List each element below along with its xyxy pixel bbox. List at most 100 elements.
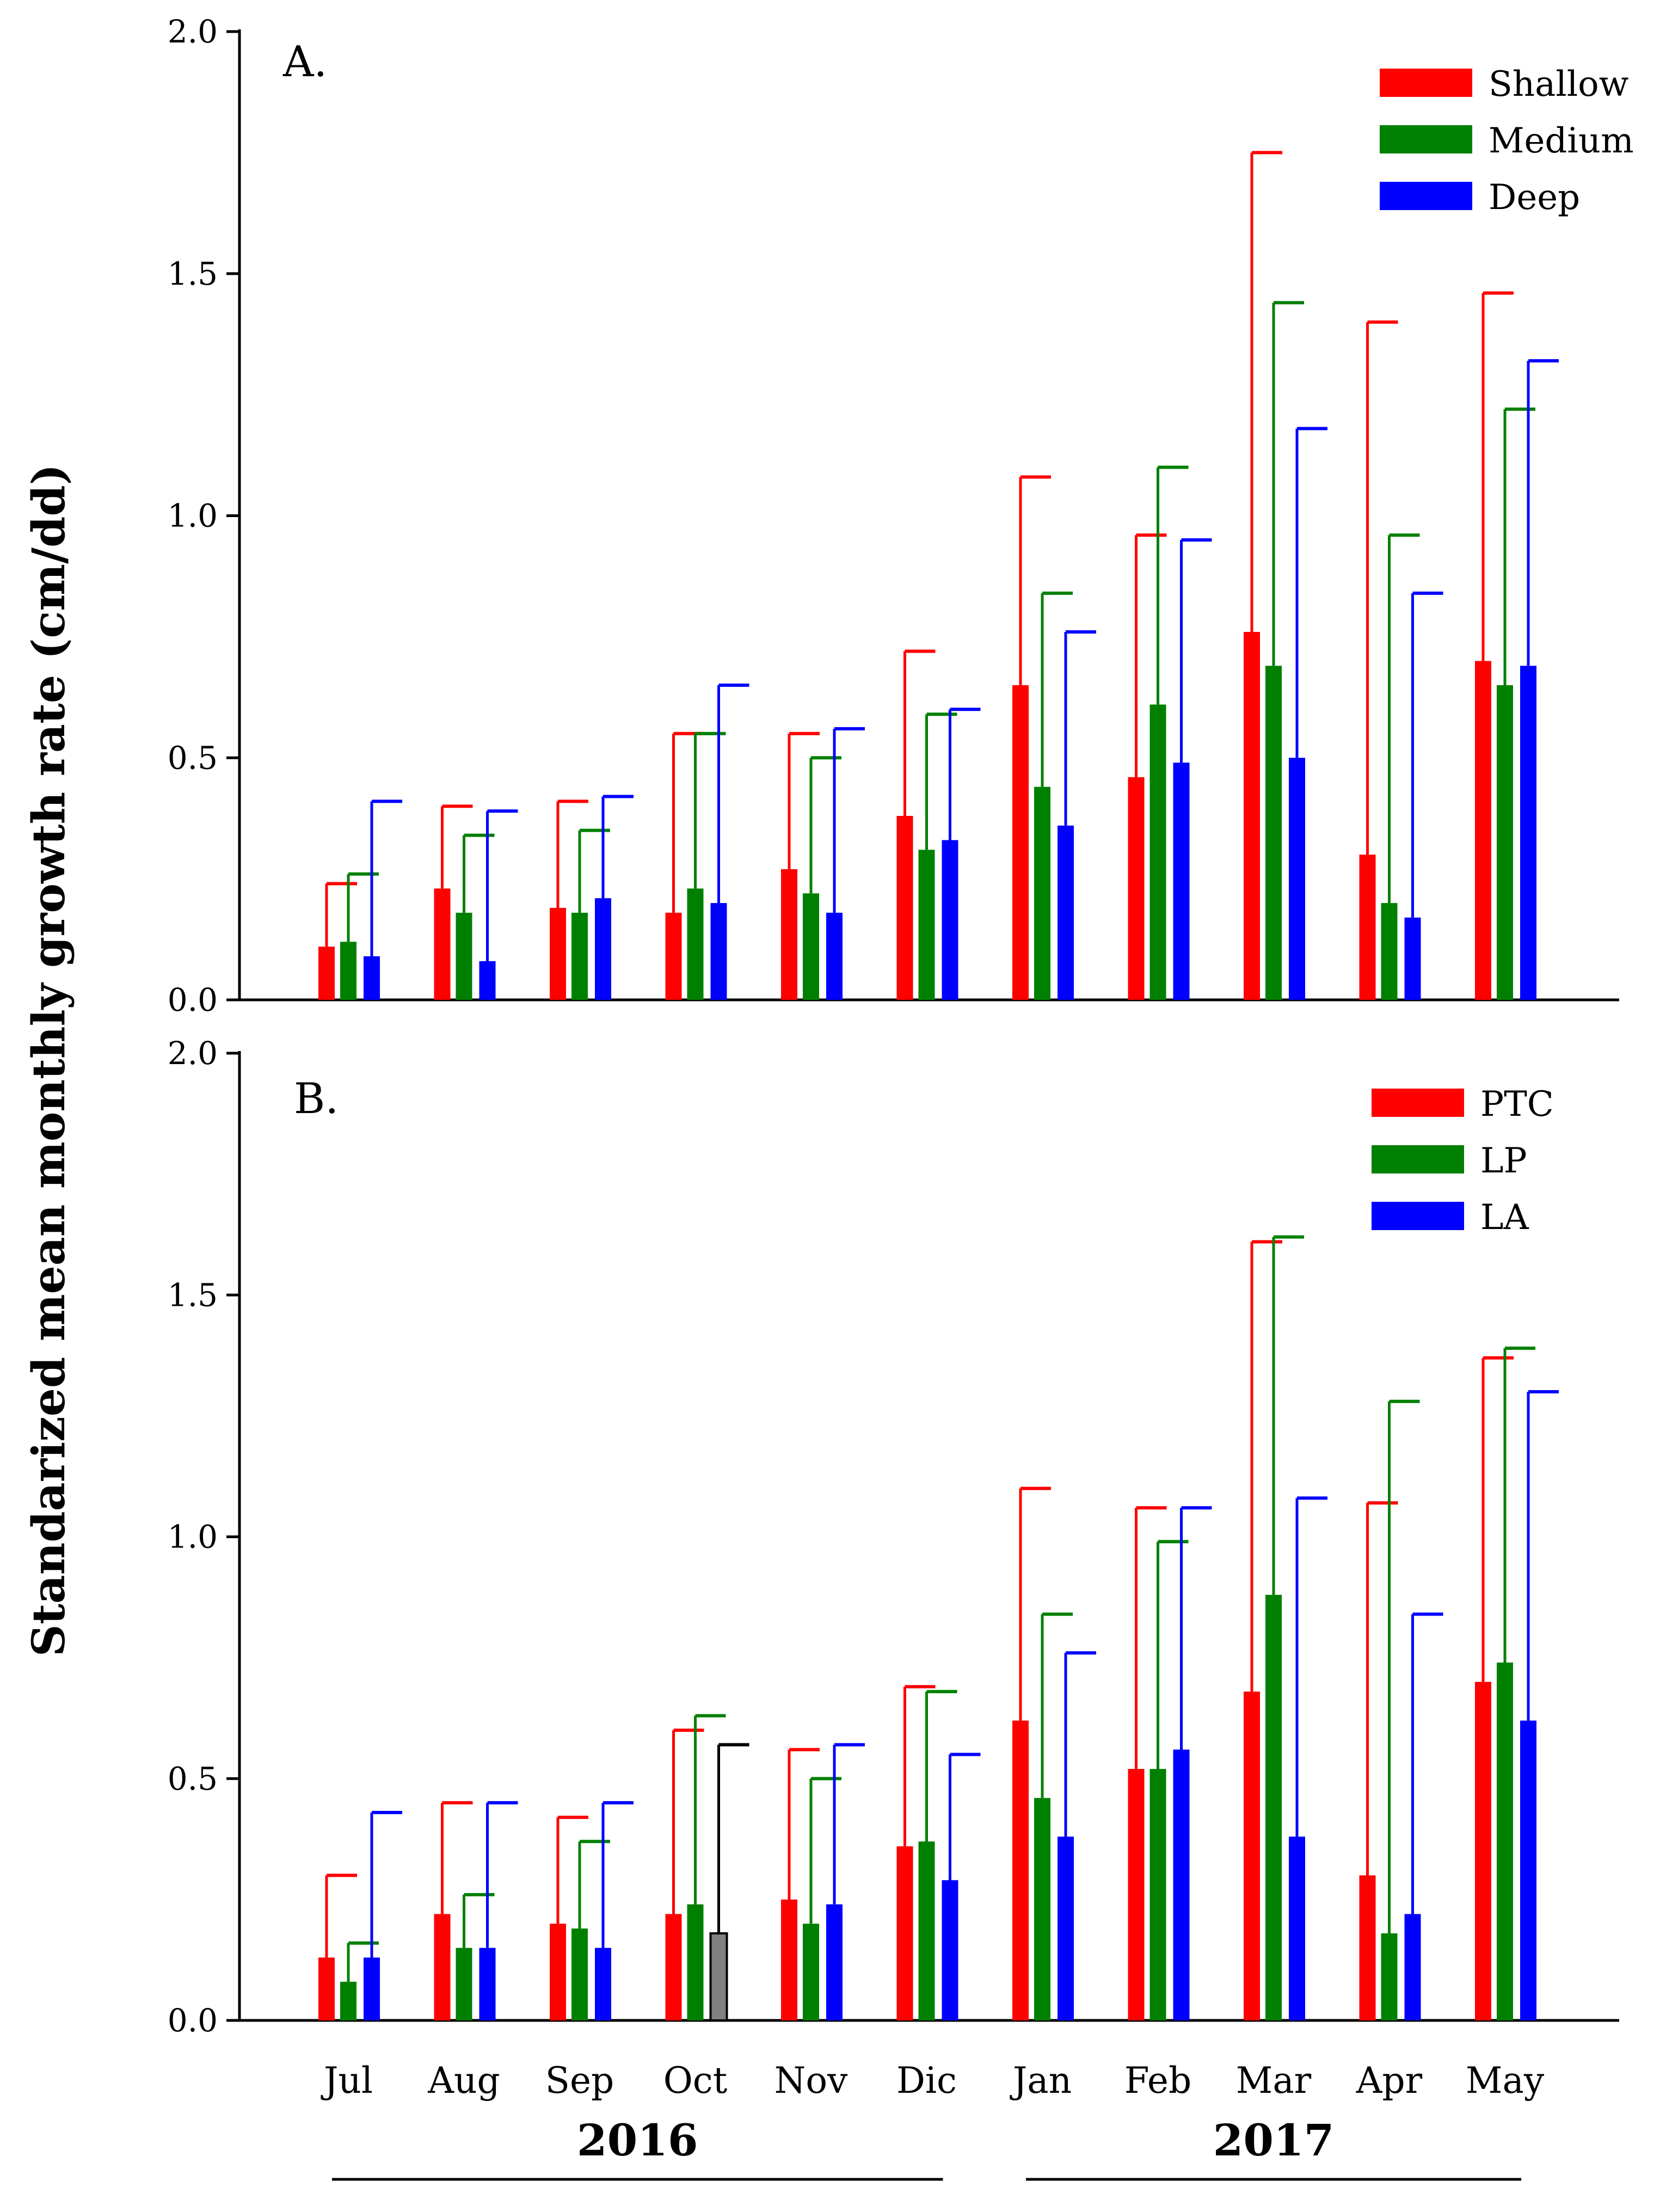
month-label: Jan — [1010, 2060, 1072, 2102]
month-label: May — [1466, 2060, 1545, 2102]
bar — [896, 1846, 913, 2020]
bar — [1265, 666, 1282, 1000]
y-tick-label: 1.0 — [168, 497, 218, 534]
bar — [896, 815, 913, 1000]
bar — [1012, 685, 1029, 1000]
bar — [318, 1957, 335, 2020]
y-tick-label: 0.0 — [168, 2002, 218, 2039]
bar — [803, 893, 819, 1000]
y-tick-label: 2.0 — [168, 13, 218, 50]
month-axis: Jul Aug Sep Oct Nov Dic Jan Feb Mar Apr May 2016 201… — [321, 2060, 1545, 2181]
bar — [709, 1932, 728, 2022]
legend-swatch — [1380, 125, 1472, 153]
bar — [550, 1924, 566, 2020]
bar — [687, 1904, 704, 2020]
bar — [1149, 1768, 1166, 2020]
y-tick-label: 1.5 — [168, 1276, 218, 1313]
bar — [434, 1914, 451, 2020]
year-label: 2017 — [1213, 2115, 1335, 2166]
bar — [364, 956, 380, 1000]
bar — [318, 947, 335, 1000]
legend-swatch — [1372, 1145, 1464, 1173]
panel-label: B. — [294, 1074, 339, 1123]
month-label: Nov — [774, 2060, 848, 2102]
bar — [1128, 777, 1145, 1000]
bar — [687, 888, 704, 1000]
bar — [1404, 917, 1421, 1000]
month-label: Feb — [1124, 2060, 1192, 2102]
y-tick-label: 1.0 — [168, 1519, 218, 1556]
bar — [1497, 685, 1513, 1000]
bar — [1289, 758, 1305, 1000]
month-label: Sep — [545, 2060, 614, 2102]
bar — [1381, 1933, 1398, 2020]
bar — [479, 961, 496, 1000]
legend-label: LP — [1480, 1141, 1527, 1181]
bar — [434, 888, 451, 1000]
bar — [340, 1981, 356, 2020]
bar — [1244, 1691, 1260, 2020]
month-label: Dic — [896, 2060, 957, 2102]
bar — [456, 912, 472, 1000]
bar — [1404, 1914, 1421, 2020]
bar — [571, 1928, 588, 2020]
bar — [1475, 661, 1491, 1000]
bar — [942, 840, 958, 1000]
legend-label: Shallow — [1489, 64, 1628, 105]
panel-b: 0.0 0.5 1.0 1.5 2.0 B. PTC LP LA — [168, 1035, 1619, 2039]
bar — [826, 1904, 843, 2020]
bar — [479, 1947, 496, 2020]
bar — [1497, 1662, 1513, 2020]
bar — [918, 1841, 935, 2020]
bar — [364, 1957, 380, 2020]
bar — [1359, 855, 1376, 1000]
bar — [456, 1947, 472, 2020]
y-tick-label: 0.5 — [168, 739, 218, 776]
legend-swatch — [1380, 182, 1472, 210]
bar — [1034, 1798, 1050, 2020]
bar — [595, 1947, 611, 2020]
legend-label: LA — [1480, 1197, 1529, 1238]
bar — [1381, 903, 1398, 1000]
bar — [1058, 825, 1074, 1000]
bar — [571, 912, 588, 1000]
bar — [550, 907, 566, 1000]
bar — [1128, 1768, 1145, 2020]
bar — [1149, 704, 1166, 1000]
bar — [1359, 1875, 1376, 2020]
y-axis-label: Standarized mean monthly growth rate (cm… — [23, 464, 75, 1656]
bar — [1520, 666, 1536, 1000]
month-label: Aug — [427, 2060, 500, 2102]
bar — [1173, 1749, 1190, 2020]
bar — [340, 942, 356, 1000]
bar — [781, 869, 797, 1000]
bar — [1289, 1836, 1305, 2020]
bar — [781, 1899, 797, 2020]
bar — [665, 912, 682, 1000]
bar — [1034, 787, 1050, 1000]
bar — [1058, 1836, 1074, 2020]
bar — [826, 912, 843, 1000]
month-label: Apr — [1356, 2060, 1423, 2102]
y-tick-label: 1.5 — [168, 255, 218, 292]
bar — [918, 850, 935, 1000]
bar — [1520, 1721, 1536, 2020]
panel-label: A. — [282, 38, 327, 87]
bar — [710, 903, 727, 1000]
legend-swatch — [1372, 1202, 1464, 1230]
bar — [665, 1914, 682, 2020]
bar — [595, 898, 611, 1000]
month-label: Jul — [321, 2060, 373, 2102]
y-tick-label: 2.0 — [168, 1035, 218, 1072]
panel-a: 0.0 0.5 1.0 1.5 2.0 A. Shallow Medium Deep — [168, 13, 1634, 1018]
legend-label: Deep — [1489, 177, 1580, 218]
bar — [1012, 1721, 1029, 2020]
legend-swatch — [1380, 69, 1472, 97]
legend-label: PTC — [1480, 1084, 1554, 1125]
legend-swatch — [1372, 1089, 1464, 1117]
bar — [1173, 763, 1190, 1000]
bar — [1475, 1682, 1491, 2020]
bar — [803, 1924, 819, 2020]
bar — [1265, 1595, 1282, 2020]
